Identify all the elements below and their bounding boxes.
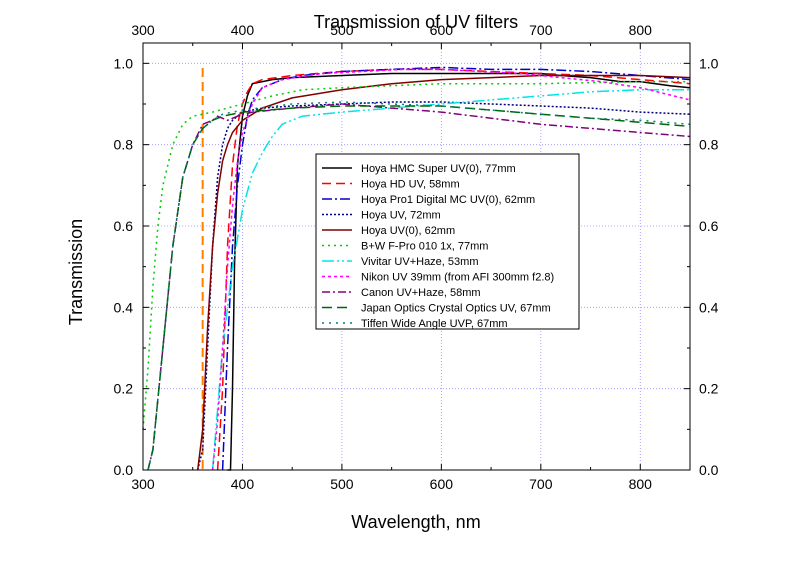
x-tick-label-top: 400 <box>231 22 255 38</box>
y-tick-label-left: 0.8 <box>114 137 134 153</box>
axis-ticks: 300 300 400 400 500 500 600 600 700 700 800 800 0.0 0… <box>114 22 719 492</box>
x-axis-title: Wavelength, nm <box>351 512 480 532</box>
plot-frame <box>142 42 691 471</box>
series-line <box>227 72 691 471</box>
x-tick-label-bottom: 600 <box>430 476 454 492</box>
legend-label: Hoya HD UV, 58mm <box>361 179 460 191</box>
legend-label: Vivitar UV+Haze, 53mm <box>361 256 478 268</box>
y-tick-label-left: 0.0 <box>114 462 134 478</box>
x-tick-label-bottom: 400 <box>231 476 255 492</box>
y-tick-label-right: 1.0 <box>699 55 719 71</box>
x-tick-label-top: 800 <box>629 22 653 38</box>
y-tick-label-left: 1.0 <box>114 55 134 71</box>
series-group <box>142 66 691 471</box>
y-tick-label-left: 0.2 <box>114 381 134 397</box>
series-line <box>216 68 691 471</box>
y-tick-label-right: 0.6 <box>699 218 719 234</box>
x-tick-label-top: 500 <box>330 22 354 38</box>
y-tick-label-right: 0.4 <box>699 299 719 315</box>
legend: Hoya HMC Super UV(0), 77mm Hoya HD UV, 58… <box>315 153 580 330</box>
legend-label: Hoya Pro1 Digital MC UV(0), 62mm <box>361 194 535 206</box>
legend-label: Hoya UV, 72mm <box>361 210 441 222</box>
legend-label: Hoya UV(0), 62mm <box>361 225 455 237</box>
legend-label: Nikon UV 39mm (from AFI 300mm f2.8) <box>361 272 554 284</box>
series-line <box>142 80 690 430</box>
y-tick-label-left: 0.4 <box>114 299 134 315</box>
series-line <box>211 89 690 471</box>
legend-label: Tiffen Wide Angle UVP, 67mm <box>361 318 508 330</box>
series-line <box>221 66 691 471</box>
y-axis-title: Transmission <box>66 219 86 325</box>
legend-label: Hoya HMC Super UV(0), 77mm <box>361 163 516 175</box>
legend-label: Canon UV+Haze, 58mm <box>361 287 481 299</box>
x-tick-label-bottom: 500 <box>330 476 354 492</box>
y-tick-label-right: 0.0 <box>699 462 719 478</box>
x-tick-label-top: 300 <box>131 22 155 38</box>
series-line <box>147 101 691 471</box>
legend-box <box>315 153 580 330</box>
x-tick-label-bottom: 800 <box>629 476 653 492</box>
series-line <box>196 74 691 471</box>
x-tick-label-bottom: 300 <box>131 476 155 492</box>
x-tick-label-top: 700 <box>529 22 553 38</box>
y-tick-label-right: 0.8 <box>699 137 719 153</box>
y-tick-label-right: 0.2 <box>699 381 719 397</box>
series-line <box>147 103 691 471</box>
x-tick-label-bottom: 700 <box>529 476 553 492</box>
legend-label: B+W F-Pro 010 1x, 77mm <box>361 241 488 253</box>
legend-label: Japan Optics Crystal Optics UV, 67mm <box>361 303 551 315</box>
y-tick-label-left: 0.6 <box>114 218 134 234</box>
chart-title: Transmission of UV filters <box>314 12 518 32</box>
x-tick-label-top: 600 <box>430 22 454 38</box>
